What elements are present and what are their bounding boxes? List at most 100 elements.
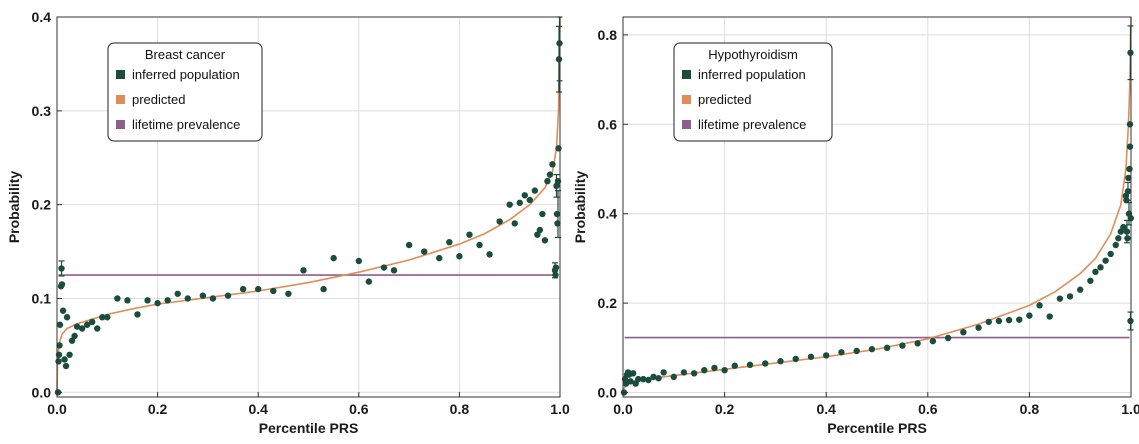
data-point [645, 376, 652, 384]
data-point [1102, 257, 1109, 264]
data-point [83, 321, 91, 328]
data-point [701, 366, 708, 374]
y-tick-label: 0.1 [32, 290, 52, 306]
data-point [995, 317, 1003, 325]
data-point [144, 297, 151, 304]
data-point [270, 287, 277, 295]
data-point [555, 145, 562, 152]
data-point [807, 353, 815, 360]
x-tick-layer: 0.0 0.2 0.4 0.6 0.8 1.0 [613, 392, 1139, 417]
x-tick-label: 1.0 [1121, 401, 1139, 417]
data-point [124, 297, 131, 304]
data-point [554, 220, 561, 227]
chart-hypothyroidism: 0.0 0.2 0.4 0.6 0.8 1.0 0.0 0.2 0.4 0.6 0.8 Perce… [572, 16, 1139, 436]
legend-title: Hypothyroidism [708, 47, 798, 62]
y-tick-label: 0.6 [598, 116, 618, 132]
legend-label-inferred: inferred population [132, 67, 240, 82]
data-point [883, 344, 891, 352]
data-point [285, 290, 292, 297]
data-point [521, 192, 528, 199]
x-tick-label: 0.8 [1020, 401, 1040, 417]
x-tick-label: 0.2 [148, 401, 168, 417]
data-point [1124, 235, 1131, 242]
x-tick-label: 0.6 [349, 401, 369, 417]
legend: Breast cancer inferred population predic… [107, 42, 263, 142]
data-point [330, 254, 337, 262]
data-point [456, 253, 463, 260]
data-point [553, 210, 561, 218]
data-point [1123, 197, 1130, 204]
data-point [670, 373, 677, 381]
data-point [58, 265, 65, 272]
data-point [390, 267, 398, 274]
data-point [899, 342, 906, 349]
data-point [526, 196, 534, 204]
y-tick-label: 0.4 [32, 9, 52, 25]
data-point [486, 251, 493, 258]
data-point [534, 231, 541, 238]
x-tick-label: 1.0 [550, 401, 570, 417]
data-point [627, 378, 634, 385]
x-axis-label: Percentile PRS [827, 420, 927, 436]
data-point [635, 375, 642, 383]
data-point [1112, 241, 1119, 249]
data-point [56, 342, 63, 349]
data-point [552, 264, 560, 271]
data-point [541, 237, 549, 244]
data-point [164, 297, 171, 304]
y-tick-label: 0.8 [598, 27, 618, 43]
data-point [629, 370, 637, 377]
data-point [1126, 143, 1134, 150]
data-point [1124, 188, 1132, 195]
data-point [68, 337, 76, 344]
data-point [58, 281, 66, 288]
data-point [1046, 313, 1053, 320]
data-point [549, 161, 556, 168]
data-point [777, 358, 784, 365]
y-tick-layer: 0.0 0.1 0.2 0.3 0.4 [32, 9, 62, 400]
y-tick-label: 0.2 [598, 295, 618, 311]
legend-swatch-predicted [682, 95, 691, 104]
data-point [1036, 302, 1043, 309]
data-point [1077, 286, 1084, 293]
data-point [1120, 223, 1127, 231]
data-point [1127, 317, 1134, 325]
data-point [224, 292, 232, 299]
data-point [66, 351, 73, 358]
data-point [63, 314, 71, 321]
data-point [690, 370, 698, 377]
legend-box [673, 42, 833, 142]
data-point [355, 257, 362, 265]
data-point [73, 323, 81, 330]
data-point [660, 369, 667, 376]
data-point [154, 299, 161, 307]
data-point [365, 278, 373, 285]
data-point [539, 210, 546, 218]
data-point [1005, 316, 1013, 324]
y-tick-label: 0.3 [32, 103, 52, 119]
data-point [746, 361, 754, 369]
x-tick-layer: 0.0 0.2 0.4 0.6 0.8 1.0 [47, 392, 570, 417]
data-point [446, 238, 453, 246]
point-layer [620, 49, 1134, 396]
x-tick-label: 0.6 [918, 401, 938, 417]
data-point [300, 267, 307, 274]
data-point [531, 187, 539, 194]
legend-swatch-prevalence [682, 120, 691, 129]
data-point [1115, 235, 1122, 242]
data-point [853, 347, 860, 355]
data-point [546, 171, 554, 178]
data-point [555, 56, 563, 63]
data-point [838, 349, 845, 356]
data-point [239, 285, 247, 293]
data-point [114, 295, 121, 302]
data-point [1107, 250, 1114, 258]
data-point [544, 177, 551, 185]
x-axis-label: Percentile PRS [259, 420, 359, 436]
data-point [1016, 316, 1023, 323]
data-point [55, 358, 62, 365]
data-point [944, 334, 952, 342]
data-point [78, 325, 86, 332]
data-point [655, 375, 662, 382]
